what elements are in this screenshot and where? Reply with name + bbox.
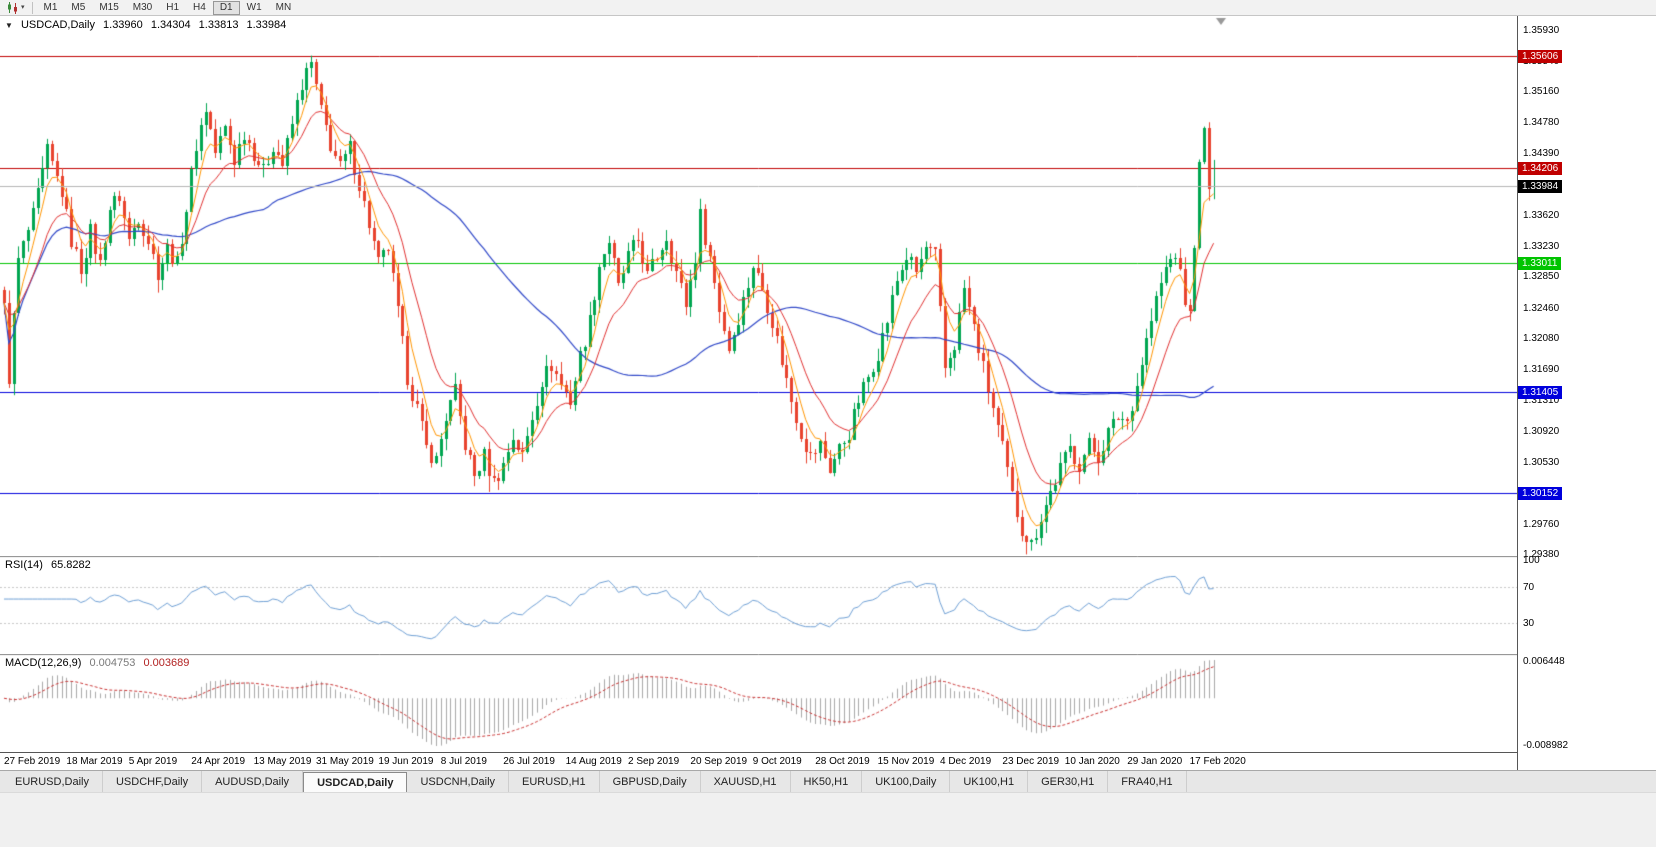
chart-tab[interactable]: GER30,H1 [1028, 771, 1109, 792]
timeframe-button[interactable]: D1 [212, 0, 240, 15]
macd-indicator-label: MACD(12,26,9) 0.004753 0.003689 [5, 657, 194, 669]
timeframe-button[interactable]: M15 [92, 1, 125, 15]
chart-menu-arrow-icon: ▼ [5, 21, 13, 30]
price-tick-label: 1.29760 [1523, 518, 1560, 530]
price-axis: 1.359301.355401.351601.347801.343901.340… [1517, 16, 1656, 770]
toolbar-separator [31, 1, 33, 14]
price-tick-label: 1.35160 [1523, 86, 1560, 98]
date-label: 27 Feb 2019 [4, 756, 61, 767]
macd-tick-label: 0.006448 [1523, 656, 1565, 667]
chart-tab[interactable]: EURUSD,H1 [509, 771, 600, 792]
timeframe-button[interactable]: H4 [186, 1, 213, 15]
price-tick-label: 1.30920 [1523, 426, 1560, 437]
chart-tab[interactable]: XAUUSD,H1 [701, 771, 791, 792]
macd-tick-label: -0.008982 [1523, 740, 1569, 751]
price-tick-label: 1.32850 [1523, 271, 1560, 283]
rsi-tick-label: 100 [1523, 555, 1540, 566]
chart-tab[interactable]: AUDUSD,Daily [202, 771, 304, 792]
price-tick-label: 1.35930 [1523, 24, 1560, 36]
date-label: 15 Nov 2019 [877, 756, 935, 767]
timeframe-button[interactable]: M1 [37, 1, 65, 15]
price-level-label: 1.30152 [1518, 486, 1563, 500]
price-level-label: 1.35606 [1518, 49, 1563, 63]
chart-tab[interactable]: EURUSD,Daily [2, 771, 103, 792]
price-chart-canvas[interactable] [0, 16, 1517, 556]
rsi-panel-canvas[interactable] [0, 556, 1517, 654]
timeframe-toolbar: ▾ M1 M5 M15 M30 H1 H4 D1 W1 MN [0, 0, 1656, 16]
price-tick-label: 1.29380 [1523, 549, 1560, 561]
chart-tab[interactable]: GBPUSD,Daily [600, 771, 701, 792]
date-label: 14 Aug 2019 [565, 756, 622, 767]
timeframe-button[interactable]: M30 [126, 1, 159, 15]
rsi-name: RSI(14) [5, 559, 43, 571]
price-level-label: 1.33011 [1518, 257, 1562, 271]
ohlc-open: 1.33960 [103, 19, 143, 31]
timeframe-button[interactable]: W1 [240, 1, 269, 15]
chart-tab[interactable]: USDCAD,Daily [303, 772, 408, 792]
date-label: 18 Mar 2019 [66, 756, 123, 767]
price-level-label: 1.31405 [1518, 386, 1563, 400]
date-label: 10 Jan 2020 [1064, 756, 1120, 767]
date-label: 2 Sep 2019 [628, 756, 680, 767]
chart-tab-bar: EURUSD,Daily USDCHF,Daily AUDUSD,Daily USDC… [0, 770, 1656, 792]
price-tick-label: 1.32460 [1523, 302, 1560, 314]
date-axis: 27 Feb 2019 18 Mar 2019 5 Apr 2019 24 Apr 2… [0, 752, 1517, 770]
dropdown-caret-icon: ▾ [21, 3, 25, 11]
date-label: 26 Jul 2019 [503, 756, 555, 767]
macd-panel-canvas[interactable] [0, 654, 1517, 752]
rsi-indicator-label: RSI(14) 65.8282 [5, 559, 96, 571]
macd-name: MACD(12,26,9) [5, 657, 82, 669]
date-label: 4 Dec 2019 [940, 756, 992, 767]
date-label: 17 Feb 2020 [1189, 756, 1246, 767]
timeframe-button[interactable]: MN [269, 1, 299, 15]
chart-symbol-ohlc: ▼ USDCAD,Daily 1.33960 1.34304 1.33813 1… [5, 19, 291, 31]
chart-tab[interactable]: HK50,H1 [791, 771, 863, 792]
rsi-value: 65.8282 [50, 559, 91, 571]
price-tick-label: 1.33620 [1523, 209, 1560, 221]
chart-tab[interactable]: FRA40,H1 [1108, 771, 1187, 792]
date-label: 5 Apr 2019 [128, 756, 178, 767]
price-tick-label: 1.32080 [1523, 333, 1560, 345]
rsi-tick-label: 30 [1523, 618, 1535, 629]
date-label: 9 Oct 2019 [752, 756, 802, 767]
date-label: 24 Apr 2019 [191, 756, 246, 767]
date-label: 13 May 2019 [253, 756, 312, 767]
chart-tab[interactable]: UK100,Daily [862, 771, 951, 792]
price-tick-label: 1.31310 [1523, 394, 1560, 406]
chart-tab[interactable]: USDCHF,Daily [103, 771, 203, 792]
chart-symbol: USDCAD,Daily [20, 19, 95, 31]
timeframe-button[interactable]: M5 [64, 1, 92, 15]
price-tick-label: 1.30530 [1523, 457, 1560, 469]
candlestick-chart-icon [8, 1, 17, 14]
timeframe-button[interactable]: H1 [159, 1, 186, 15]
timeframe-buttons: M1 M5 M15 M30 H1 H4 D1 W1 MN [37, 0, 299, 15]
chart-tab[interactable]: UK100,H1 [950, 771, 1029, 792]
price-tick-label: 1.31690 [1523, 364, 1560, 376]
date-label: 23 Dec 2019 [1002, 756, 1060, 767]
price-level-label: 1.34206 [1518, 161, 1563, 175]
date-label: 29 Jan 2020 [1127, 756, 1183, 767]
ohlc-close: 1.33984 [246, 19, 287, 31]
price-tick-label: 1.34390 [1523, 148, 1560, 159]
date-label: 8 Jul 2019 [440, 756, 487, 767]
date-label: 19 Jun 2019 [378, 756, 434, 767]
status-bar [0, 792, 1656, 847]
price-level-label: 1.33984 [1518, 179, 1563, 193]
date-label: 20 Sep 2019 [690, 756, 748, 767]
date-label: 31 May 2019 [316, 756, 374, 767]
chart-window: 27 Feb 2019 18 Mar 2019 5 Apr 2019 24 Apr 2… [0, 16, 1656, 770]
price-tick-label: 1.33230 [1523, 240, 1560, 252]
ohlc-low: 1.33813 [198, 19, 239, 31]
macd-main-value: 0.004753 [89, 657, 136, 669]
date-label: 28 Oct 2019 [815, 756, 870, 767]
ohlc-high: 1.34304 [150, 19, 191, 31]
macd-signal-value: 0.003689 [143, 657, 190, 669]
price-tick-label: 1.34780 [1523, 116, 1560, 128]
rsi-tick-label: 70 [1523, 582, 1535, 593]
chart-type-button[interactable]: ▾ [3, 1, 28, 15]
chart-tab[interactable]: USDCNH,Daily [407, 771, 510, 792]
